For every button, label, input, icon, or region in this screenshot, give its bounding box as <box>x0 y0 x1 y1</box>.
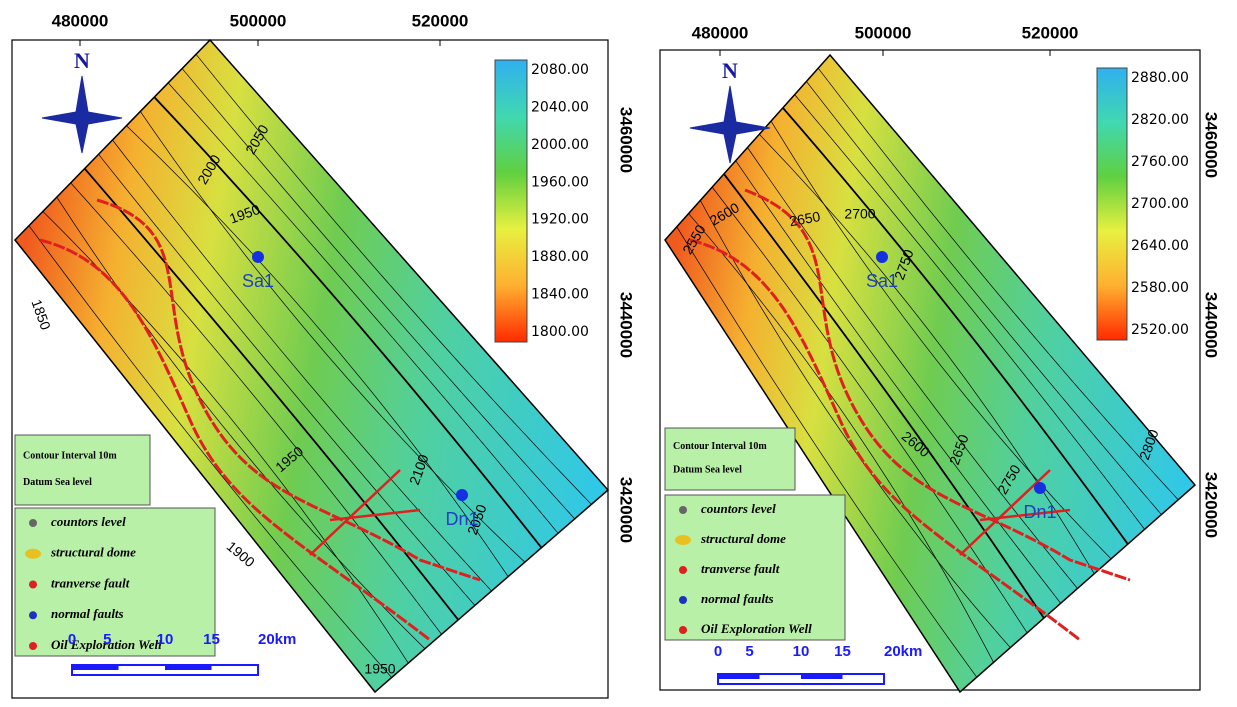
legend-label: normal faults <box>51 606 124 621</box>
legend-symbol <box>29 611 37 619</box>
page: 480000 500000 520000 3460000 3440000 3420000 2… <box>0 0 1237 707</box>
legend-label: structural dome <box>700 531 786 546</box>
colorbar-label: 2700.00 <box>1131 196 1189 212</box>
well-label: Dn1 <box>445 509 478 529</box>
well-label: Sa1 <box>866 271 898 291</box>
colorbar-label: 1840.00 <box>531 287 589 303</box>
north-label: N <box>74 48 90 73</box>
scale-label: 10 <box>157 631 174 648</box>
x-axis-label: 500000 <box>855 23 912 42</box>
info-box <box>665 428 795 490</box>
x-axis-label: 480000 <box>52 11 109 30</box>
y-axis-label: 3460000 <box>617 107 636 173</box>
scale-label: 20km <box>258 631 296 648</box>
legend-label: Oil Exploration Well <box>701 621 812 636</box>
colorbar-label: 2640.00 <box>1131 238 1189 254</box>
legend-label: structural dome <box>50 545 136 560</box>
y-axis-label: 3440000 <box>617 292 636 358</box>
x-axis-label: 500000 <box>230 11 287 30</box>
legend-symbol <box>679 626 687 634</box>
colorbar-label: 2040.00 <box>531 99 589 115</box>
scale-bar-fill <box>72 665 119 670</box>
colorbar-label: 1920.00 <box>531 212 589 228</box>
scale-bar-fill <box>801 674 843 679</box>
legend-symbol <box>25 549 41 559</box>
contour-label: 1950 <box>364 661 395 677</box>
colorbar-label: 2000.00 <box>531 137 589 153</box>
legend-label: countors level <box>701 501 776 516</box>
info-text: Contour Interval 10m <box>23 450 117 461</box>
north-label: N <box>722 58 738 83</box>
legend-label: countors level <box>51 514 126 529</box>
well-label: Dn1 <box>1023 502 1056 522</box>
map-panel: 480000 500000 520000 3460000 3440000 3420000 2… <box>12 11 636 698</box>
info-text: Contour Interval 10m <box>673 441 767 452</box>
x-axis-label: 480000 <box>692 23 749 42</box>
colorbar-label: 1880.00 <box>531 249 589 265</box>
scale-label: 5 <box>745 643 753 660</box>
colorbar-label: 2760.00 <box>1131 154 1189 170</box>
x-axis-label: 520000 <box>412 11 469 30</box>
colorbar <box>1097 68 1127 340</box>
legend-symbol <box>29 581 37 589</box>
legend-label: tranverse fault <box>701 561 780 576</box>
y-axis-label: 3420000 <box>1202 472 1221 538</box>
well <box>1034 482 1046 494</box>
well <box>252 251 264 263</box>
y-axis-label: 3420000 <box>617 477 636 543</box>
scale-bar-fill <box>718 674 760 679</box>
legend-symbol <box>679 506 687 514</box>
scale-bar-fill <box>165 665 212 670</box>
scale-label: 0 <box>714 643 722 660</box>
x-axis-label: 520000 <box>1022 23 1079 42</box>
scale-label: 5 <box>103 631 111 648</box>
legend-label: normal faults <box>701 591 774 606</box>
legend-label: tranverse fault <box>51 575 130 590</box>
colorbar-label: 1960.00 <box>531 174 589 190</box>
colorbar-label: 1800.00 <box>531 324 589 340</box>
info-box <box>15 435 150 505</box>
map-panel: 480000 500000 520000 3460000 3440000 3420000 2… <box>660 23 1221 692</box>
legend-symbol <box>29 519 37 527</box>
scale-label: 15 <box>834 643 851 660</box>
colorbar <box>495 60 527 342</box>
colorbar-label: 2820.00 <box>1131 112 1189 128</box>
scale-label: 0 <box>68 631 76 648</box>
info-text: Datum Sea level <box>673 464 742 475</box>
info-text: Datum Sea level <box>23 477 92 488</box>
colorbar-label: 2880.00 <box>1131 70 1189 86</box>
contour-label: 2700 <box>844 206 875 222</box>
colorbar-label: 2080.00 <box>531 62 589 78</box>
colorbar-label: 2580.00 <box>1131 280 1189 296</box>
y-axis-label: 3440000 <box>1202 292 1221 358</box>
scale-label: 10 <box>793 643 810 660</box>
well-label: Sa1 <box>242 271 274 291</box>
well <box>456 489 468 501</box>
legend-symbol <box>29 642 37 650</box>
scale-label: 20km <box>884 643 922 660</box>
well <box>876 251 888 263</box>
legend-symbol <box>679 596 687 604</box>
y-axis-label: 3460000 <box>1202 112 1221 178</box>
legend-symbol <box>675 535 691 545</box>
legend-symbol <box>679 566 687 574</box>
colorbar-label: 2520.00 <box>1131 322 1189 338</box>
scale-label: 15 <box>203 631 220 648</box>
